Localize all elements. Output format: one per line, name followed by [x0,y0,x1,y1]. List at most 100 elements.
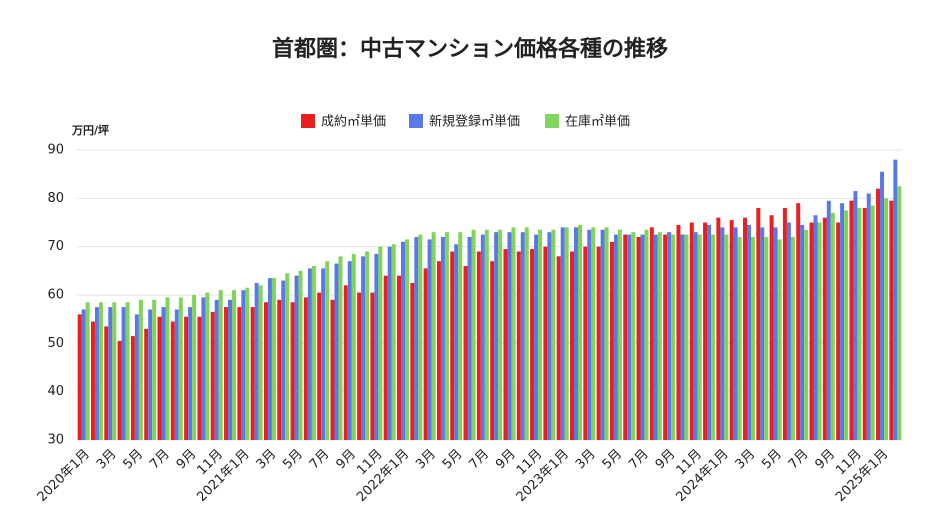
bar [676,224,681,440]
bar [503,249,508,440]
bar [822,217,827,440]
bar [170,321,175,440]
legend-swatch [301,114,315,128]
bar [490,261,495,440]
bar [790,237,795,440]
bar [334,263,339,440]
bar [663,234,668,440]
legend-swatch [409,114,423,128]
bar [653,234,658,440]
bar [613,234,618,440]
bar [870,205,875,440]
bar [724,234,729,440]
bar [889,200,894,440]
bar [729,220,734,440]
bar [737,237,742,440]
bar [782,208,787,440]
bar [232,290,237,440]
legend-label: 新規登録㎡単価 [429,114,520,130]
bar [205,292,210,440]
bar [81,309,86,440]
legend-swatch [545,114,559,128]
bar [387,246,392,440]
bar [271,278,276,440]
bar [307,268,312,440]
bar [703,222,708,440]
bar [325,261,330,440]
bar [218,290,223,440]
x-tick-label: 5月 [600,447,626,473]
bar [330,299,335,440]
bar [764,237,769,440]
bar [484,229,489,440]
bar [427,239,432,440]
bar [418,234,423,440]
x-tick-label: 7月 [307,447,333,473]
bar [511,227,516,440]
bar [351,253,356,440]
bar [201,297,206,440]
bar [290,302,295,440]
bar [267,278,272,440]
bar [436,261,441,440]
bar [294,275,299,440]
y-tick-label: 30 [47,433,64,448]
bar [857,208,862,440]
y-tick-label: 80 [47,191,64,206]
bar [657,232,662,440]
x-tick-label: 5月 [280,447,306,473]
bar [866,193,871,440]
bar [423,268,428,440]
bar [733,227,738,440]
bar [507,232,512,440]
bar [560,227,565,440]
bar [450,251,455,440]
bar [649,227,654,440]
bar [480,234,485,440]
bar [680,234,685,440]
bar [161,307,166,440]
bar [617,229,622,440]
bar [600,229,605,440]
bar [254,282,259,440]
bar [471,229,476,440]
bar [112,302,117,440]
bar [591,227,596,440]
bar [241,290,246,440]
bar [756,208,761,440]
bar [556,256,561,440]
legend-label: 成約㎡単価 [321,114,386,130]
bar [587,229,592,440]
bar [338,256,343,440]
bar [862,208,867,440]
x-tick-label: 5月 [759,447,785,473]
bar [817,222,822,440]
bar [311,266,316,440]
bar [604,227,609,440]
bar [836,222,841,440]
bar [636,237,641,440]
bar [277,299,282,440]
bar [742,217,747,440]
bar [245,287,250,440]
x-tick-label: 5月 [121,447,147,473]
bar [144,328,149,440]
bar [530,249,535,440]
bar [543,246,548,440]
bar [303,297,308,440]
bar [840,203,845,440]
y-tick-label: 70 [47,239,64,254]
x-tick-label: 7月 [147,447,173,473]
bar [773,227,778,440]
bar [627,234,632,440]
bar [644,229,649,440]
bar [224,307,229,440]
bar [134,314,139,440]
bar [347,261,352,440]
bar [573,227,578,440]
bar [684,234,689,440]
bar [410,282,415,440]
bar [237,307,242,440]
bar [547,232,552,440]
bar [689,222,694,440]
